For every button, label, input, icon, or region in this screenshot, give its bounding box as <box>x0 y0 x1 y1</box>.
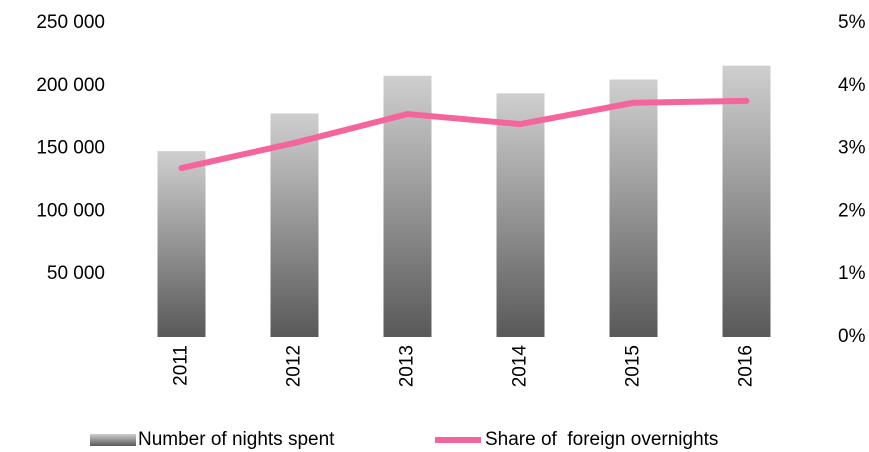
y2-tick-label: 5% <box>838 12 866 33</box>
y2-tick-label: 4% <box>838 75 866 96</box>
bar <box>722 65 771 337</box>
legend-label: Number of nights spent <box>138 429 335 450</box>
y2-tick-label: 1% <box>838 263 866 284</box>
bar <box>609 79 658 338</box>
y2-tick-label: 2% <box>838 200 866 221</box>
x-tick-label: 2015 <box>623 345 644 387</box>
bar <box>496 93 545 337</box>
line <box>178 97 750 172</box>
x-tick-label: 2011 <box>171 345 192 386</box>
y-tick-label: 150 000 <box>36 138 105 159</box>
y-tick-label: 100 000 <box>36 200 105 221</box>
y-tick-label: 50 000 <box>47 263 105 284</box>
x-tick-label: 2013 <box>397 345 418 387</box>
x-tick-label: 2014 <box>510 345 531 388</box>
x-tick-label: 2016 <box>736 345 757 387</box>
bar <box>270 113 319 337</box>
bar <box>157 151 206 337</box>
legend-label: Share of foreign overnights <box>485 429 718 450</box>
y-tick-label: 200 000 <box>36 75 105 96</box>
y-tick-label: 250 000 <box>36 12 105 33</box>
legend-swatch <box>90 434 136 446</box>
y2-tick-label: 0% <box>838 326 866 347</box>
x-tick-label: 2012 <box>284 345 305 387</box>
y2-tick-label: 3% <box>838 138 866 159</box>
